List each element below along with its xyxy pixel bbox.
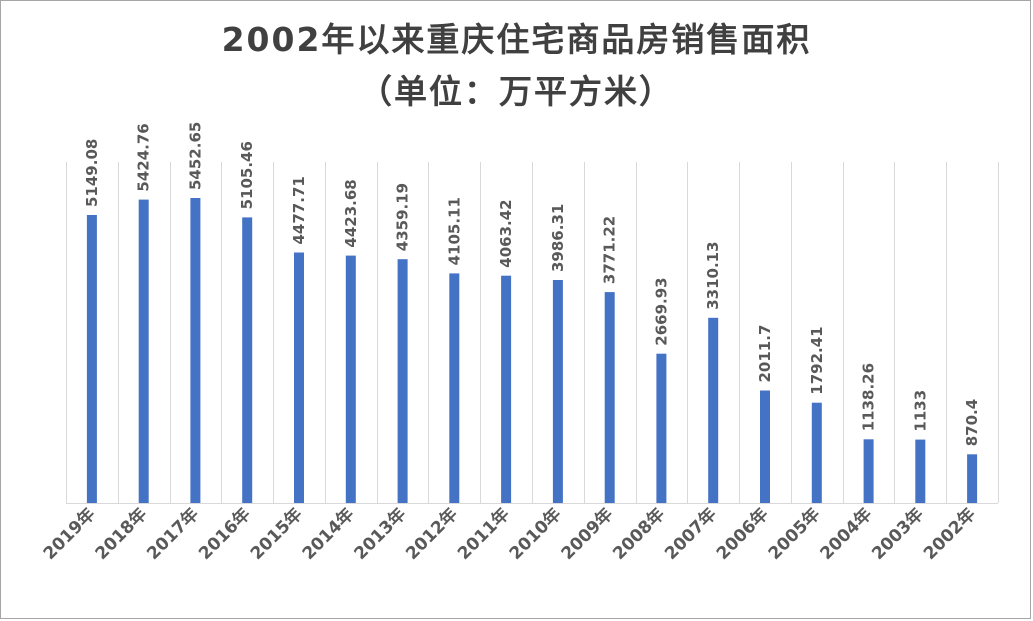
chart-title: 2002年以来重庆住宅商品房销售面积 <box>221 20 812 59</box>
data-label: 5149.08 <box>83 139 101 207</box>
bar <box>501 275 512 503</box>
x-tick-label: 2017年 <box>143 504 203 564</box>
bar <box>86 215 97 503</box>
x-tick-label: 2018年 <box>91 504 151 564</box>
bar <box>656 353 667 503</box>
bar <box>190 198 201 503</box>
data-label: 4063.42 <box>497 199 515 267</box>
x-tick-label: 2016年 <box>194 504 254 564</box>
bar <box>294 252 304 503</box>
x-tick-label: 2004年 <box>816 504 876 564</box>
data-label: 3771.22 <box>601 216 619 284</box>
data-label: 5424.76 <box>135 123 153 191</box>
data-label: 3986.31 <box>549 204 567 272</box>
x-tick-label: 2010年 <box>505 504 565 564</box>
data-label: 4359.19 <box>394 183 412 251</box>
bar <box>760 390 770 503</box>
bar <box>449 273 460 503</box>
data-label: 4105.11 <box>445 197 463 265</box>
bar <box>708 317 719 503</box>
x-tick-label: 2007年 <box>660 504 720 564</box>
x-tick-label: 2003年 <box>867 504 927 564</box>
data-label: 4423.68 <box>342 179 360 247</box>
data-label: 870.4 <box>963 399 981 446</box>
data-label: 5452.65 <box>186 122 204 190</box>
x-tick-label: 2002年 <box>919 504 979 564</box>
data-label: 2011.7 <box>756 325 774 383</box>
data-label: 1138.26 <box>860 363 878 431</box>
bar <box>552 280 563 503</box>
chart-subtitle: （单位：万平方米） <box>359 72 674 111</box>
x-tick-label: 2011年 <box>453 504 513 564</box>
data-label: 1792.41 <box>808 326 826 394</box>
bar <box>863 439 874 503</box>
x-tick-label: 2008年 <box>609 504 669 564</box>
data-label: 3310.13 <box>704 241 722 309</box>
bar <box>811 402 822 503</box>
bar <box>138 199 149 503</box>
data-label: 1133 <box>911 390 929 432</box>
bar <box>967 454 978 503</box>
x-tick-label: 2012年 <box>401 504 461 564</box>
data-label: 4477.71 <box>290 176 308 244</box>
x-tick-label: 2019年 <box>39 504 99 564</box>
bar <box>397 259 408 503</box>
bar <box>345 255 356 503</box>
bar <box>242 217 253 503</box>
bar <box>915 439 926 503</box>
data-label: 2669.93 <box>652 277 670 345</box>
x-tick-label: 2014年 <box>298 504 358 564</box>
x-tick-label: 2015年 <box>246 504 306 564</box>
x-tick-label: 2009年 <box>557 504 617 564</box>
x-tick-label: 2013年 <box>350 504 410 564</box>
x-tick-label: 2006年 <box>712 504 772 564</box>
x-tick-label: 2005年 <box>764 504 824 564</box>
bar <box>604 292 615 503</box>
data-label: 5105.46 <box>238 141 256 209</box>
